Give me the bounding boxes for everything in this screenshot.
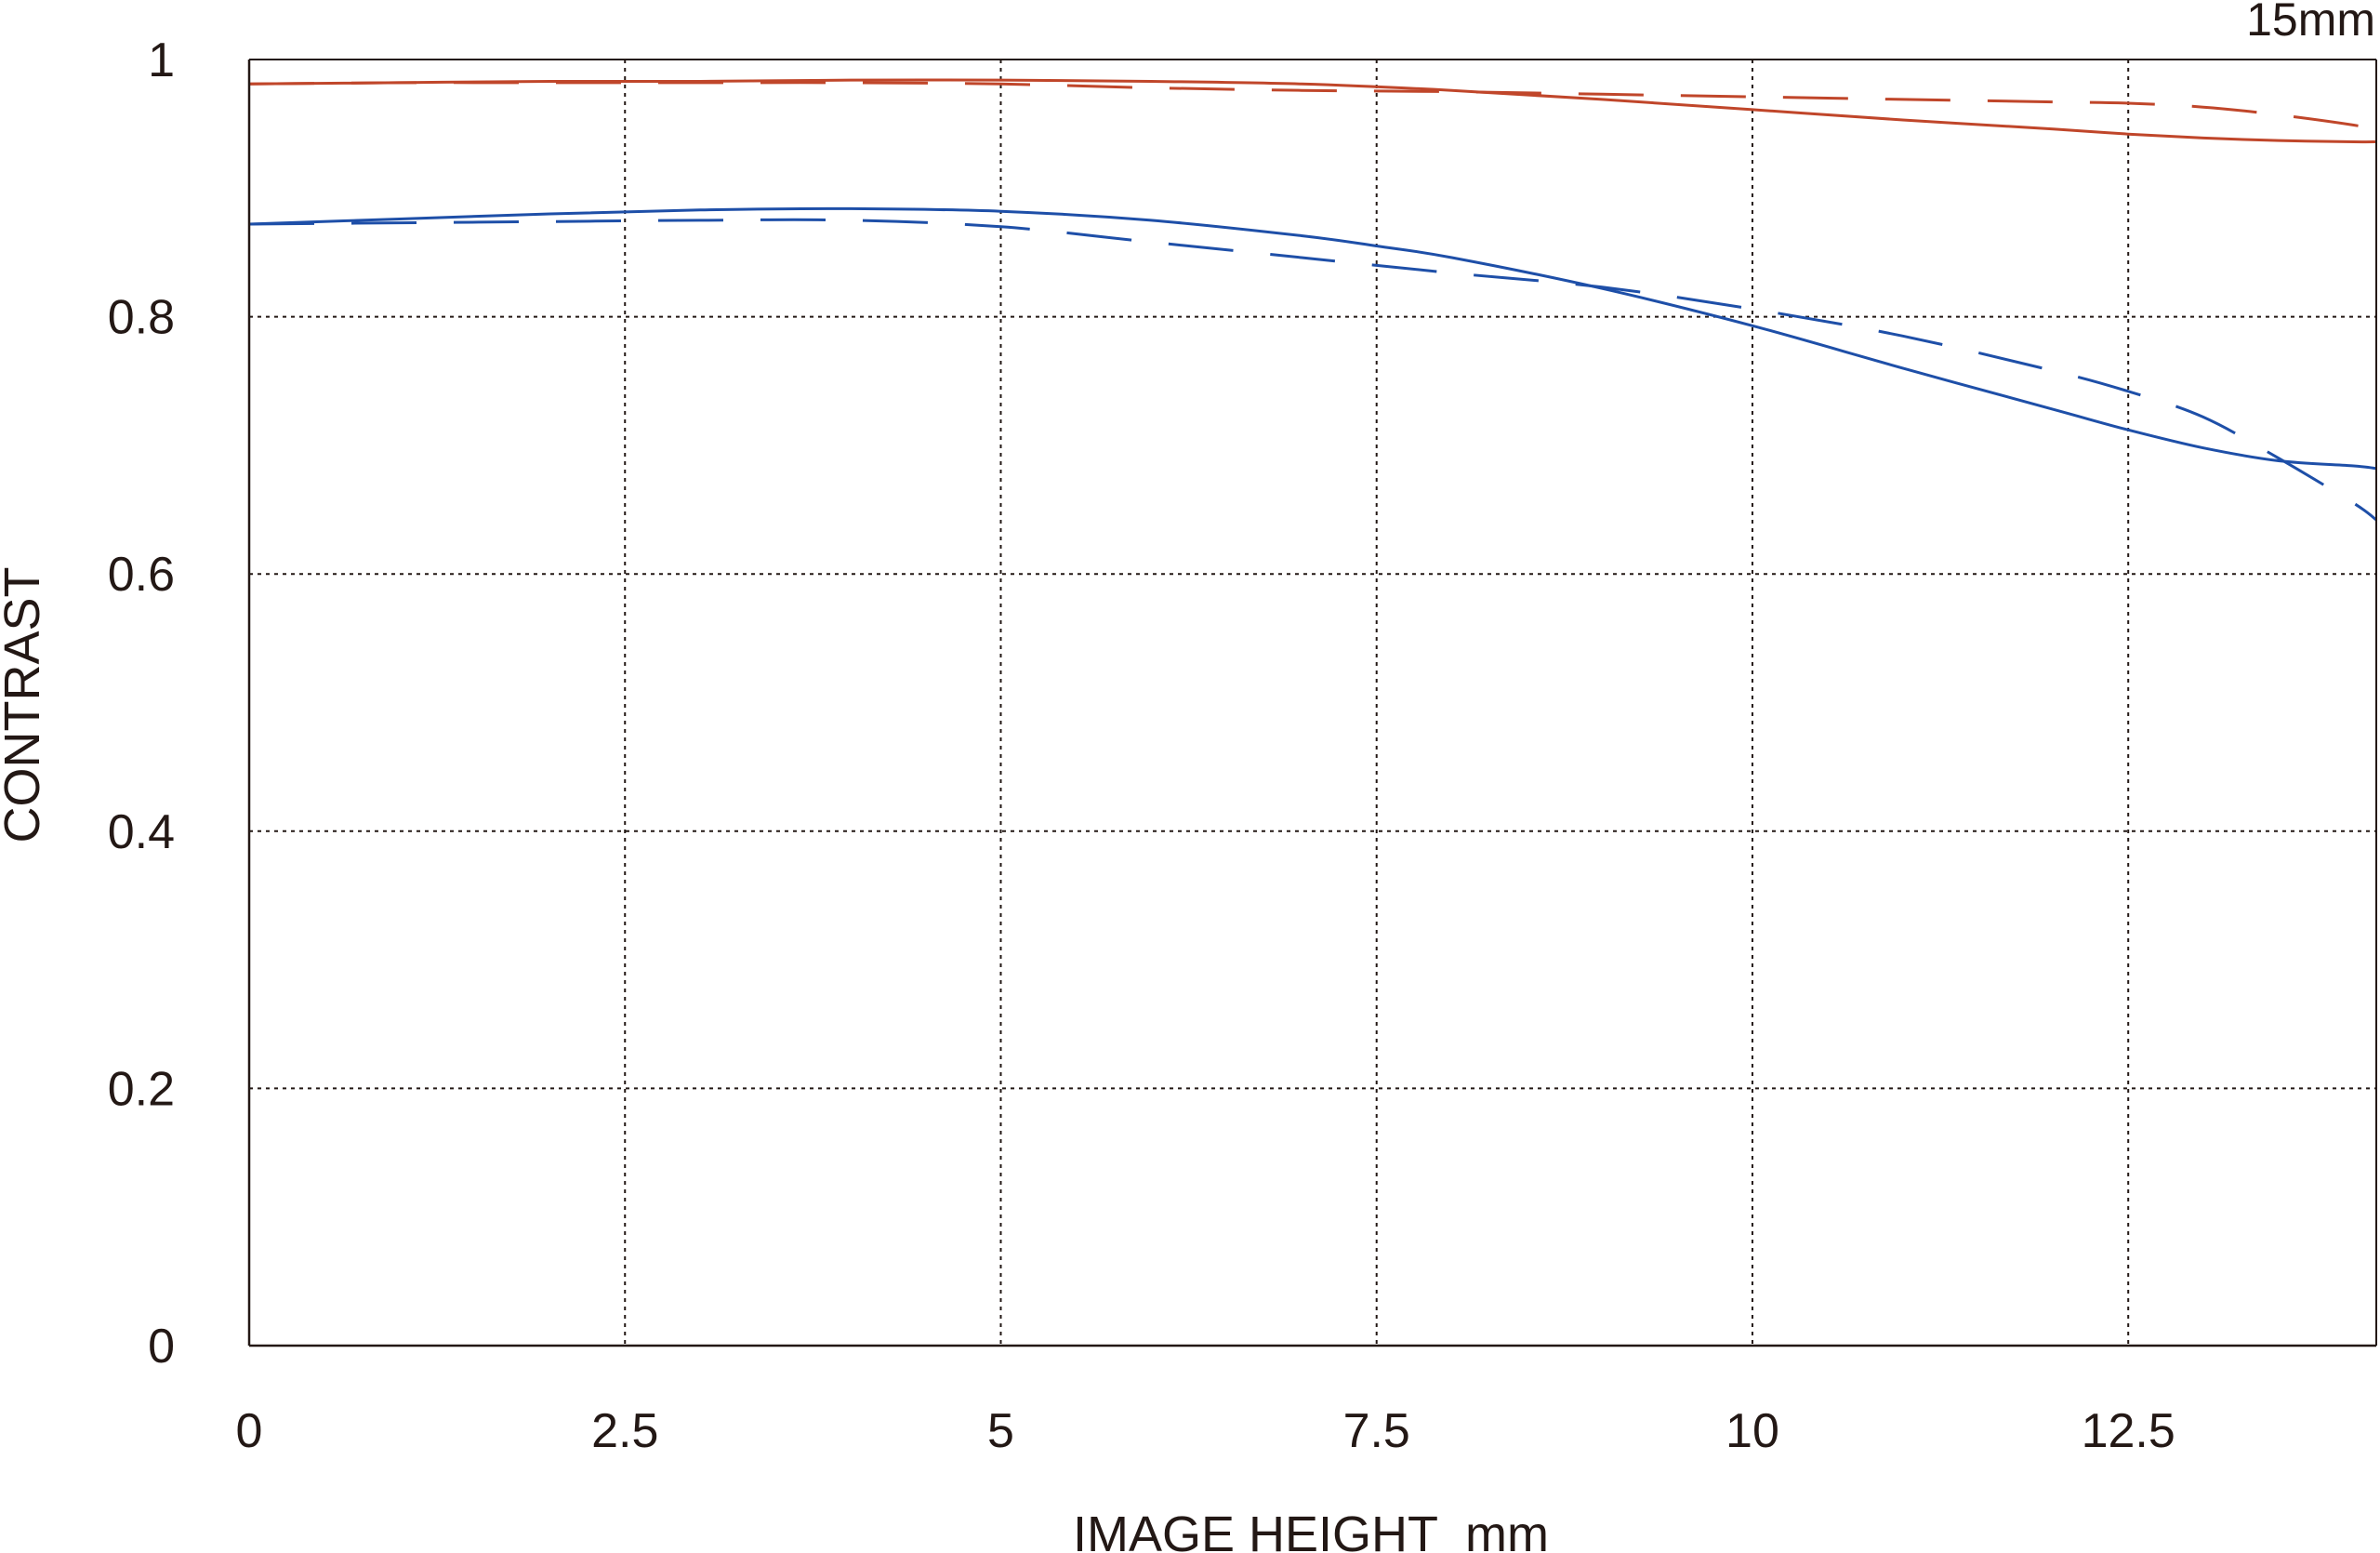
series-line-red-solid <box>248 78 2377 144</box>
tick-labels: 0 2.5 5 7.5 10 12.5 0 0.2 0.4 0.6 0.8 1 <box>108 33 2175 1458</box>
grid-lines <box>249 60 2376 1346</box>
series-line-blue-dashed <box>248 218 2377 522</box>
series-line-red-dashed <box>248 81 2377 132</box>
x-tick-label: 0 <box>236 1404 263 1458</box>
y-tick-label: 0 <box>148 1320 175 1374</box>
plot-frame <box>247 59 2377 1347</box>
series-lines <box>248 78 2377 522</box>
x-axis-title: IMAGE HEIGHT mm <box>1073 1507 1549 1553</box>
y-tick-label: 0.4 <box>108 805 175 859</box>
x-tick-label: 10 <box>1726 1404 1779 1458</box>
x-tick-label: 12.5 <box>2082 1404 2175 1458</box>
x-tick-label: 5 <box>987 1404 1014 1458</box>
y-tick-label: 1 <box>148 33 175 87</box>
y-axis-title: CONTRAST <box>0 567 50 843</box>
y-tick-label: 0.2 <box>108 1062 175 1116</box>
focal-length-label: 15mm <box>2246 0 2375 46</box>
series-line-blue-solid <box>248 206 2377 471</box>
y-tick-label: 0.8 <box>108 291 175 345</box>
y-tick-label: 0.6 <box>108 548 175 602</box>
x-tick-label: 7.5 <box>1343 1404 1410 1458</box>
x-tick-label: 2.5 <box>591 1404 658 1458</box>
